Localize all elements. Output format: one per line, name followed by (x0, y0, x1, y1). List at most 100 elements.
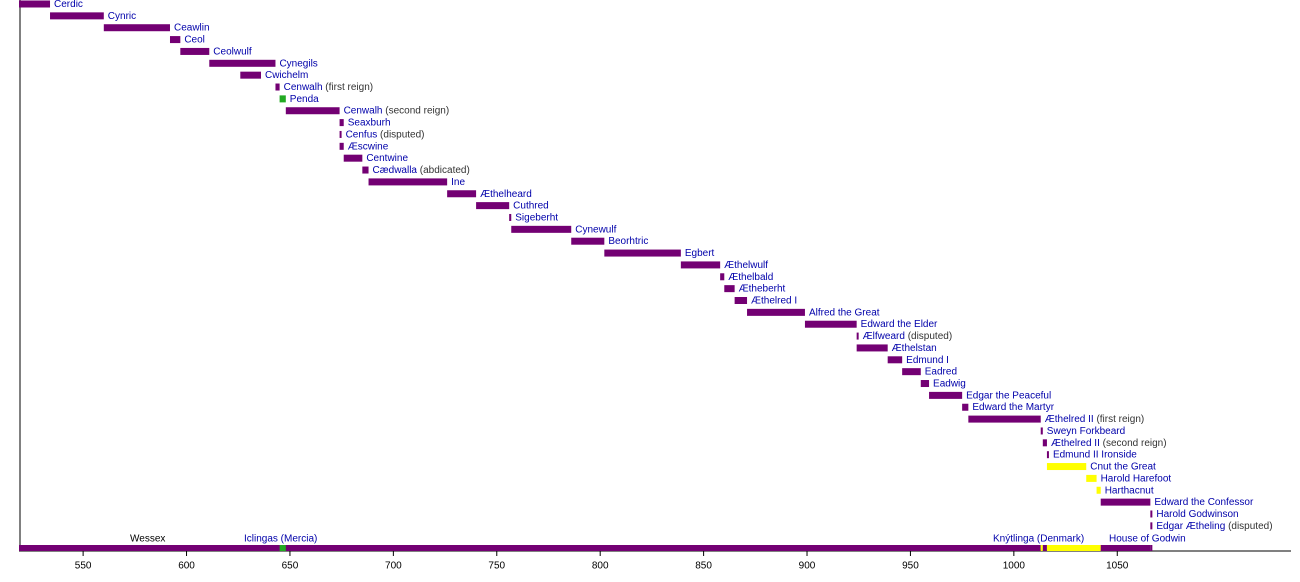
house-bar (279, 545, 286, 551)
reign-bar (720, 273, 725, 281)
reign-bar (509, 213, 512, 221)
reign-label: Cenwalh (second reign) (344, 105, 450, 116)
reign-bar (1086, 474, 1097, 482)
reign-label: Egbert (685, 248, 715, 259)
reign-bar (279, 95, 286, 103)
reign-label: Æscwine (348, 141, 389, 152)
reign-bar (339, 130, 342, 138)
x-tick-label: 900 (799, 561, 816, 572)
reign-bar (804, 320, 857, 328)
reign-label: Sigeberht (515, 212, 558, 223)
reign-bar (680, 261, 721, 269)
reign-note: (disputed) (380, 129, 424, 140)
reign-label: Harthacnut (1105, 485, 1154, 496)
reign-label: Penda (290, 94, 319, 105)
reign-bar (734, 297, 748, 304)
reign-name: Sweyn Forkbeard (1047, 426, 1125, 437)
reign-note: (disputed) (1228, 520, 1272, 531)
house-bar (1046, 545, 1101, 551)
reign-name: Harold Harefoot (1101, 473, 1172, 484)
reign-label: Æthelwulf (724, 260, 768, 271)
reign-name: Æthelred I (751, 295, 797, 306)
reign-bar (169, 36, 181, 44)
reign-bar (856, 344, 888, 352)
x-tick-label: 1000 (1003, 561, 1026, 572)
reign-label: Cenfus (disputed) (346, 129, 425, 140)
reign-label: Ælfweard (disputed) (863, 331, 953, 342)
reign-bar (1096, 486, 1101, 494)
reign-label: Beorhtric (608, 236, 648, 247)
reign-bar (902, 368, 921, 376)
reign-bar (103, 24, 170, 32)
reign-bar (240, 71, 261, 79)
reign-name: Cuthred (513, 200, 549, 211)
x-tick-label: 750 (488, 561, 505, 572)
reign-name: Cwichelm (265, 70, 308, 81)
reign-name: Edward the Confessor (1154, 497, 1254, 508)
reign-bar (275, 83, 280, 91)
reign-bar (968, 415, 1041, 423)
reign-label: Ine (451, 177, 465, 188)
reign-bar (929, 391, 963, 399)
reign-label: Alfred the Great (809, 307, 880, 318)
reign-bar (362, 166, 369, 174)
reign-note: (abdicated) (420, 165, 470, 176)
reign-label: Cwichelm (265, 70, 308, 81)
reign-label: Æthelheard (480, 188, 532, 199)
reign-label: Edgar the Peaceful (966, 390, 1051, 401)
house-label: Wessex (130, 534, 165, 545)
reign-name: Cenfus (346, 129, 378, 140)
reign-label: Æthelred II (second reign) (1051, 437, 1167, 448)
reign-name: Æthelwulf (724, 260, 768, 271)
reign-bar (1046, 463, 1087, 471)
reign-name: Edgar Ætheling (1156, 520, 1225, 531)
reign-name: Æthelred II (1045, 414, 1094, 425)
reign-bar (19, 0, 51, 8)
reign-name: Ceol (184, 34, 205, 45)
reign-name: Æscwine (348, 141, 389, 152)
reign-label: Cerdic (54, 0, 83, 10)
reign-name: Cynegils (279, 58, 317, 69)
x-tick-label: 650 (282, 561, 299, 572)
reign-bar (447, 190, 477, 198)
reign-label: Edward the Elder (861, 319, 938, 330)
reign-label: Harold Godwinson (1156, 509, 1238, 520)
reign-label: Æthelbald (728, 271, 773, 282)
reign-bar (962, 403, 969, 411)
reign-label: Cuthred (513, 200, 549, 211)
reign-label: Ceol (184, 34, 205, 45)
reign-bar (1046, 451, 1049, 459)
reign-label: Æthelstan (892, 343, 937, 354)
house-bar (1040, 545, 1043, 551)
reign-label: Harold Harefoot (1101, 473, 1172, 484)
reign-label: Æthelred I (751, 295, 797, 306)
reign-name: Edgar the Peaceful (966, 390, 1051, 401)
house-bar (19, 545, 1041, 551)
reign-label: Seaxburh (348, 117, 391, 128)
reign-name: Cynric (108, 11, 136, 22)
reign-name: Edward the Elder (861, 319, 938, 330)
reign-label: Eadwig (933, 378, 966, 389)
reign-bar (747, 308, 805, 316)
reign-name: Centwine (366, 153, 408, 164)
reign-bar (1100, 498, 1151, 506)
reign-name: Beorhtric (608, 236, 648, 247)
reign-name: Cenwalh (344, 105, 383, 116)
reign-bar (604, 249, 681, 257)
reign-bar (209, 59, 276, 67)
reign-name: Seaxburh (348, 117, 391, 128)
reign-name: Egbert (685, 248, 715, 259)
x-tick-label: 850 (695, 561, 712, 572)
x-tick-label: 950 (902, 561, 919, 572)
reign-bar (1042, 439, 1047, 447)
x-tick-label: 800 (592, 561, 609, 572)
reign-label: Cenwalh (first reign) (284, 82, 374, 93)
reign-bar (50, 12, 104, 20)
reign-label: Ætheberht (739, 283, 786, 294)
reign-name: Harold Godwinson (1156, 509, 1238, 520)
reign-name: Penda (290, 94, 319, 105)
reign-bar (343, 154, 363, 162)
reign-name: Ine (451, 177, 465, 188)
reign-name: Cynewulf (575, 224, 616, 235)
house-label: House of Godwin (1109, 534, 1186, 545)
